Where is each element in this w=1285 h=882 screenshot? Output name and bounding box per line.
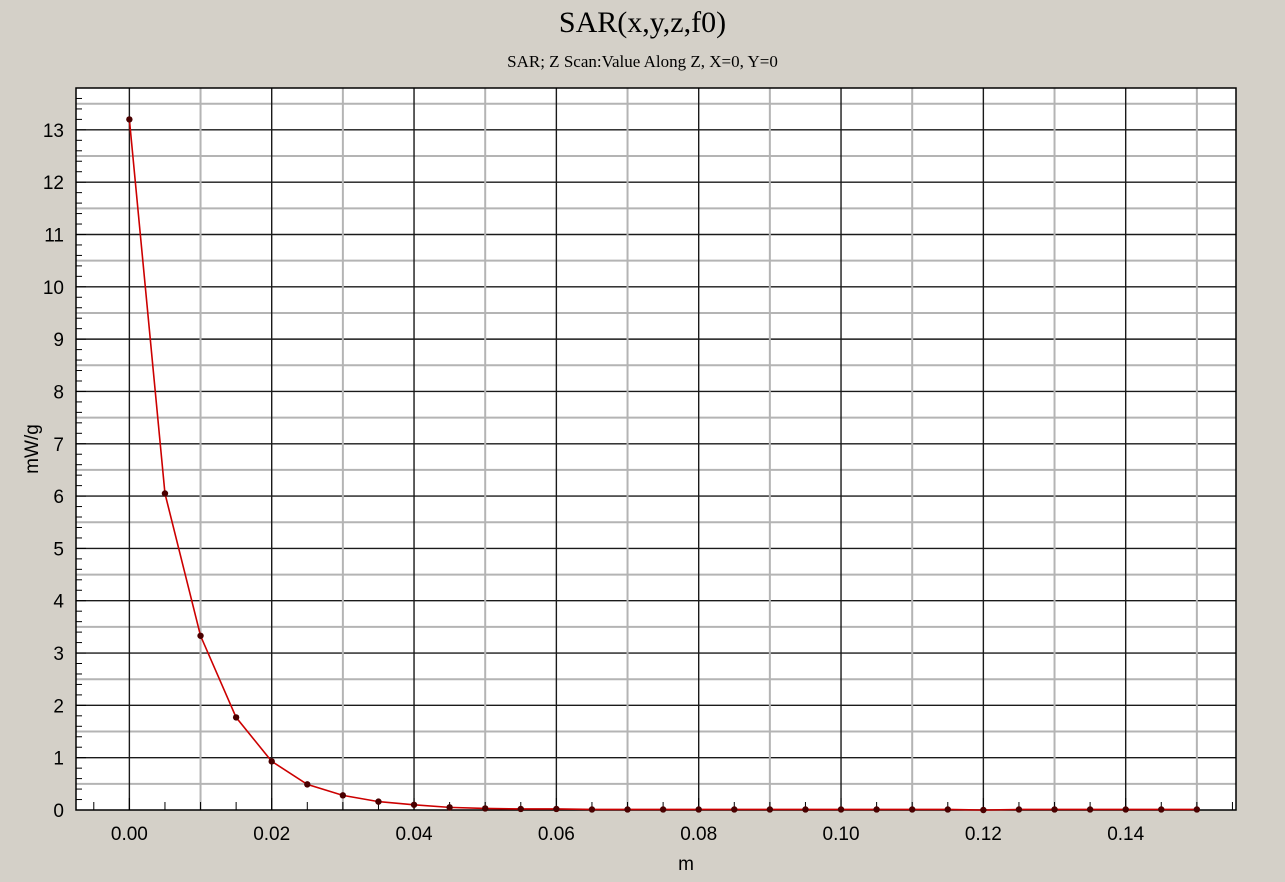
- data-point: [908, 806, 916, 813]
- y-tick-label: 11: [44, 225, 64, 246]
- data-point: [161, 490, 169, 497]
- y-tick-label: 10: [43, 278, 64, 299]
- x-axis-label: m: [678, 854, 694, 875]
- plot-area: [76, 88, 1236, 810]
- data-point: [553, 805, 560, 813]
- data-point: [446, 804, 453, 811]
- data-point: [731, 806, 738, 813]
- data-point: [304, 781, 311, 788]
- data-point: [980, 806, 987, 814]
- y-tick-label: 1: [53, 749, 64, 770]
- data-point: [339, 792, 347, 799]
- data-point: [624, 806, 631, 813]
- data-point: [873, 806, 880, 813]
- x-tick-label: 0.06: [538, 824, 575, 845]
- y-tick-label: 7: [53, 435, 64, 456]
- data-point: [695, 806, 702, 813]
- y-tick-label: 9: [53, 330, 64, 351]
- x-tick-label: 0.02: [253, 824, 290, 845]
- y-tick-label: 2: [53, 696, 64, 717]
- chart-subtitle: SAR; Z Scan:Value Along Z, X=0, Y=0: [507, 52, 778, 71]
- y-tick-label: 4: [53, 592, 64, 613]
- data-point: [802, 806, 809, 813]
- x-tick-label: 0.08: [680, 824, 717, 845]
- y-axis-label: mW/g: [22, 424, 43, 474]
- x-tick-label: 0.00: [111, 824, 148, 845]
- y-tick-label: 5: [53, 539, 64, 560]
- x-tick-label: 0.14: [1107, 824, 1144, 845]
- data-point: [1086, 806, 1094, 813]
- x-tick-label: 0.04: [396, 824, 433, 845]
- x-tick-label: 0.10: [823, 824, 860, 845]
- y-tick-label: 8: [53, 382, 64, 403]
- y-tick-label: 3: [53, 644, 64, 665]
- y-tick-label: 13: [43, 121, 64, 142]
- data-point: [1158, 806, 1165, 813]
- y-tick-label: 12: [43, 173, 64, 194]
- data-point: [410, 801, 418, 808]
- data-point: [1193, 806, 1201, 813]
- y-tick-label: 6: [53, 487, 64, 508]
- data-point: [944, 806, 951, 813]
- y-tick-label: 0: [53, 801, 64, 822]
- data-point: [197, 632, 204, 639]
- data-point: [1015, 806, 1023, 813]
- data-point: [268, 758, 275, 765]
- x-tick-label: 0.12: [965, 824, 1002, 845]
- data-point: [126, 116, 133, 123]
- data-point: [232, 714, 240, 721]
- chart-title: SAR(x,y,z,f0): [558, 6, 727, 39]
- data-point: [482, 805, 489, 812]
- data-point: [588, 806, 596, 813]
- data-point: [766, 806, 774, 813]
- data-point: [517, 805, 524, 813]
- data-point: [659, 806, 667, 813]
- data-point: [1051, 806, 1058, 813]
- data-point: [375, 798, 382, 805]
- data-point: [1122, 806, 1129, 813]
- data-point: [837, 806, 845, 813]
